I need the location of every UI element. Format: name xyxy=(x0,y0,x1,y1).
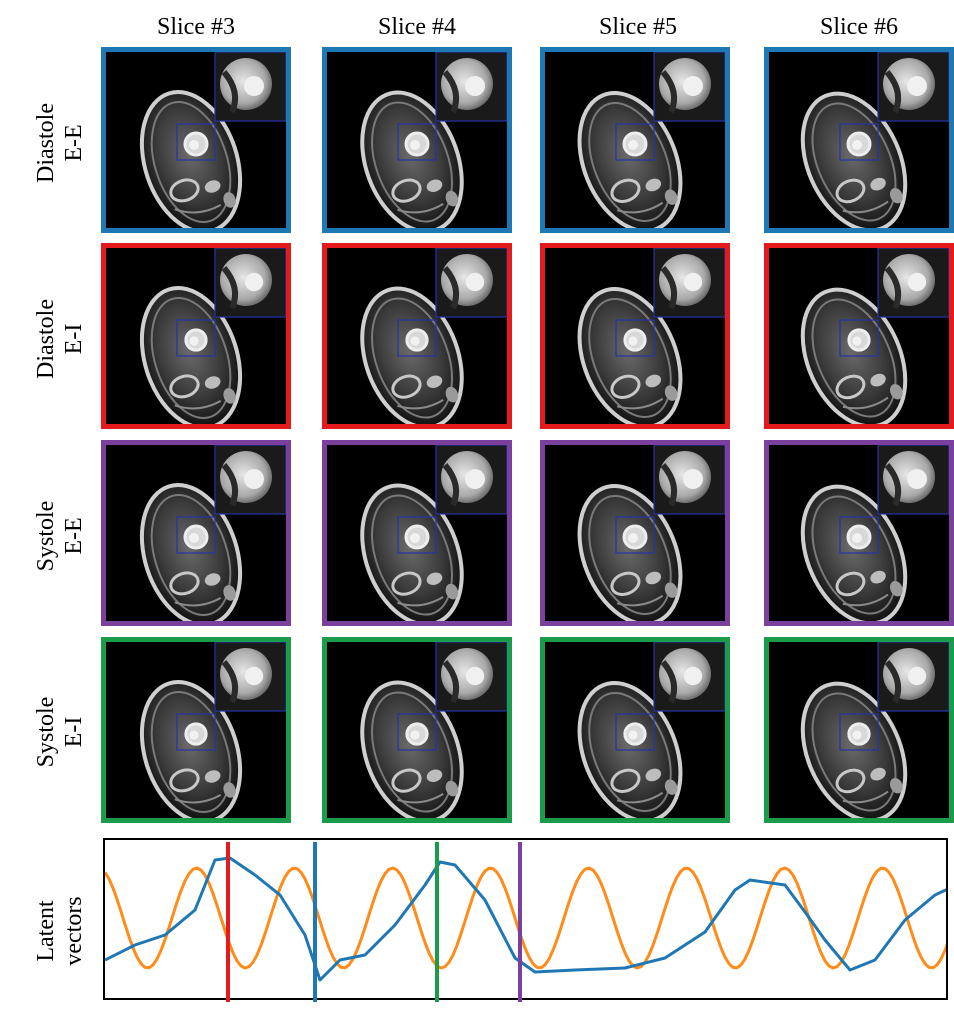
mri-panel xyxy=(101,243,291,429)
row-label-phase: Systole xyxy=(33,500,59,572)
marker-diastole-e-e xyxy=(313,842,317,1002)
row-label-mode: E-I xyxy=(61,716,87,748)
latent-label-line1: Latent xyxy=(33,900,59,962)
mri-image xyxy=(106,248,286,424)
row-label-mode: E-I xyxy=(61,323,87,355)
row-label-systole-e-e: Systole E-E xyxy=(32,441,88,631)
row-label-phase: Diastole xyxy=(33,299,59,379)
row-label-phase: Systole xyxy=(33,696,59,768)
mri-panel xyxy=(540,243,730,429)
row-label-phase: Diastole xyxy=(33,103,59,183)
mri-image xyxy=(106,52,286,228)
row-label-systole-e-i: Systole E-I xyxy=(32,637,88,827)
mri-image xyxy=(106,445,286,621)
mri-panel xyxy=(540,637,730,823)
mri-image xyxy=(545,52,725,228)
mri-panel xyxy=(101,637,291,823)
row-label-mode: E-E xyxy=(61,124,87,162)
latent-blue-curve xyxy=(105,856,946,982)
mri-panel xyxy=(322,47,512,233)
latent-orange-curve xyxy=(105,866,946,970)
mri-image xyxy=(769,248,949,424)
column-header-slice-4: Slice #4 xyxy=(378,14,456,40)
latent-vectors-label: Latent vectors xyxy=(32,836,88,1026)
latent-vectors-plot xyxy=(103,838,948,1000)
mri-panel xyxy=(322,440,512,626)
mri-image xyxy=(545,642,725,818)
mri-image xyxy=(106,642,286,818)
column-header-slice-3: Slice #3 xyxy=(157,14,235,40)
mri-panel xyxy=(764,47,954,233)
mri-image xyxy=(327,445,507,621)
row-label-mode: E-E xyxy=(61,517,87,555)
marker-diastole-e-i xyxy=(226,842,230,1002)
marker-systole-e-i xyxy=(435,842,439,1002)
mri-panel xyxy=(322,637,512,823)
row-label-diastole-e-i: Diastole E-I xyxy=(32,244,88,434)
mri-panel xyxy=(764,243,954,429)
mri-panel xyxy=(101,440,291,626)
mri-panel xyxy=(101,47,291,233)
mri-image xyxy=(327,52,507,228)
mri-image xyxy=(545,248,725,424)
mri-image xyxy=(769,52,949,228)
latent-label-line2: vectors xyxy=(61,896,87,966)
mri-image xyxy=(769,642,949,818)
column-header-slice-5: Slice #5 xyxy=(599,14,677,40)
mri-image xyxy=(327,248,507,424)
mri-image xyxy=(769,445,949,621)
marker-systole-e-e xyxy=(518,842,522,1002)
column-header-slice-6: Slice #6 xyxy=(820,14,898,40)
latent-vectors-svg xyxy=(105,856,946,982)
mri-panel xyxy=(322,243,512,429)
row-label-diastole-e-e: Diastole E-E xyxy=(32,48,88,238)
mri-panel xyxy=(540,440,730,626)
mri-panel xyxy=(764,440,954,626)
mri-panel xyxy=(764,637,954,823)
mri-image xyxy=(327,642,507,818)
mri-panel xyxy=(540,47,730,233)
mri-image xyxy=(545,445,725,621)
